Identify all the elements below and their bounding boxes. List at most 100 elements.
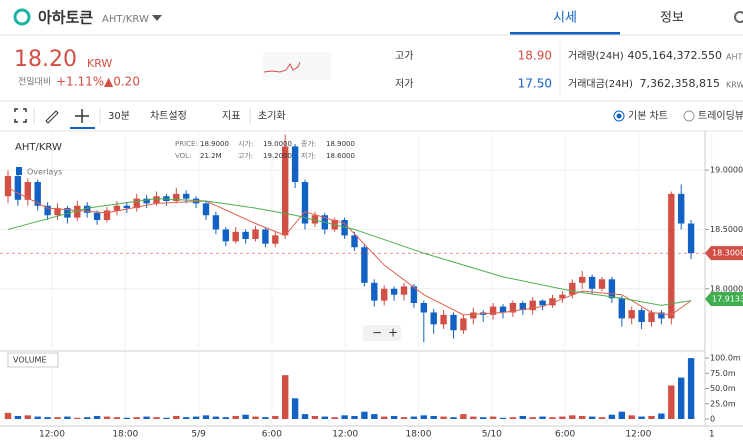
candle-body [64, 208, 71, 218]
stat-label: 거래량(24H) [568, 50, 624, 62]
volume-bar [331, 417, 338, 419]
candle-body [499, 306, 507, 313]
y-tick-label: 19.0000 [710, 166, 743, 175]
candle-body [4, 176, 12, 197]
candle-body [440, 314, 447, 325]
candle-body [400, 286, 408, 295]
candle-body [430, 312, 437, 325]
candle-body [183, 193, 190, 199]
tab-active[interactable]: 시세 [553, 11, 577, 26]
volume-bar [321, 416, 328, 419]
candle-body [420, 302, 427, 313]
volume-bar [430, 415, 437, 419]
overlay-label[interactable]: Overlays [27, 168, 62, 177]
volume-bar [64, 416, 71, 419]
info-value: 18.9000 [200, 140, 229, 148]
candle-body [262, 229, 269, 244]
candle-body [341, 219, 348, 236]
candle-body [371, 282, 378, 301]
volume-bar [598, 417, 606, 419]
radio[interactable] [613, 110, 625, 122]
draw-icon[interactable] [45, 110, 59, 124]
candle-body [14, 176, 22, 200]
info-value: 18.9000 [326, 140, 355, 148]
zoom-control [363, 325, 401, 341]
chart-title: AHT/KRW [15, 142, 62, 153]
price: 18.20 [14, 47, 77, 72]
fullscreen-icon[interactable] [14, 108, 27, 123]
candle-body [628, 310, 635, 319]
candle-body [658, 312, 665, 319]
candle-body [202, 203, 210, 216]
x-tick-label: 5/9 [191, 430, 206, 440]
volume-bar [549, 417, 556, 419]
overlay-icon [16, 167, 22, 175]
volume-bar [212, 416, 220, 419]
candle-body [103, 210, 111, 220]
candle-body [44, 205, 51, 216]
settings-icon[interactable] [734, 11, 743, 23]
interval[interactable]: 30분 [108, 110, 130, 122]
zoom-in[interactable]: + [388, 326, 398, 340]
candle-body [232, 231, 239, 242]
volume-bar [291, 398, 299, 419]
candle-body [242, 231, 249, 239]
volume-bar [628, 415, 635, 419]
candle-body [84, 205, 91, 213]
candle-body [588, 276, 596, 289]
currency: KRW [87, 57, 112, 70]
stat-unit: AHT [726, 53, 742, 62]
coin-name[interactable]: 아하토큰 [38, 9, 93, 27]
candle-body [291, 146, 299, 183]
x-tick-label: 18:00 [112, 430, 138, 440]
coin-logo [13, 8, 31, 26]
volume-bar [34, 416, 41, 419]
volume-bar [113, 417, 121, 419]
volume-bar [539, 416, 546, 419]
volume-tick-label: 50.0m [710, 384, 736, 393]
volume-tick-label: 25.0m [710, 399, 736, 408]
zoom-out[interactable]: − [372, 326, 382, 340]
tab-underline [510, 32, 620, 35]
volume-bar [282, 375, 289, 419]
chart-settings[interactable]: 차트설정 [150, 110, 187, 122]
candle-body [608, 279, 616, 299]
volume-bar [648, 415, 655, 419]
tab[interactable]: 정보 [660, 11, 684, 26]
candle-body [54, 208, 61, 216]
volume-bar [569, 415, 576, 419]
volume-bar [470, 416, 477, 419]
candle-body [133, 198, 140, 209]
volume-bar [410, 416, 418, 419]
reset[interactable]: 초기화 [258, 110, 286, 122]
volume-bar [390, 415, 398, 419]
info-value: 18.6000 [326, 152, 355, 160]
candle-body [212, 215, 220, 230]
volume-bar [678, 377, 685, 419]
candle-body [460, 318, 467, 331]
volume-bar [687, 358, 695, 419]
radio[interactable] [683, 110, 695, 122]
indicators[interactable]: 지표 [222, 110, 240, 122]
dropdown-arrow[interactable] [152, 15, 162, 21]
volume-bar [400, 417, 408, 419]
volume-bar [4, 412, 12, 419]
x-tick-label: 12:00 [39, 430, 65, 440]
volume-tick-label: 75.0m [710, 369, 736, 378]
chart-mode[interactable]: 기본 차트 [628, 110, 668, 122]
candle-body [390, 288, 398, 295]
pair: AHT/KRW [102, 14, 149, 25]
candle-body [74, 205, 81, 218]
volume-bar [519, 415, 526, 419]
volume-bar [450, 417, 457, 419]
candle-body [34, 182, 41, 206]
moving-average [7, 198, 692, 306]
chart-mode[interactable]: 트레이딩뷰 [698, 110, 743, 122]
volume-tick-label: 100.0m [710, 354, 741, 363]
info-value: 19.0000 [263, 140, 292, 148]
crosshair-icon[interactable] [75, 109, 89, 123]
candle-body [301, 182, 309, 224]
candle-body [173, 193, 180, 201]
x-tick-label: 1 [709, 430, 715, 440]
